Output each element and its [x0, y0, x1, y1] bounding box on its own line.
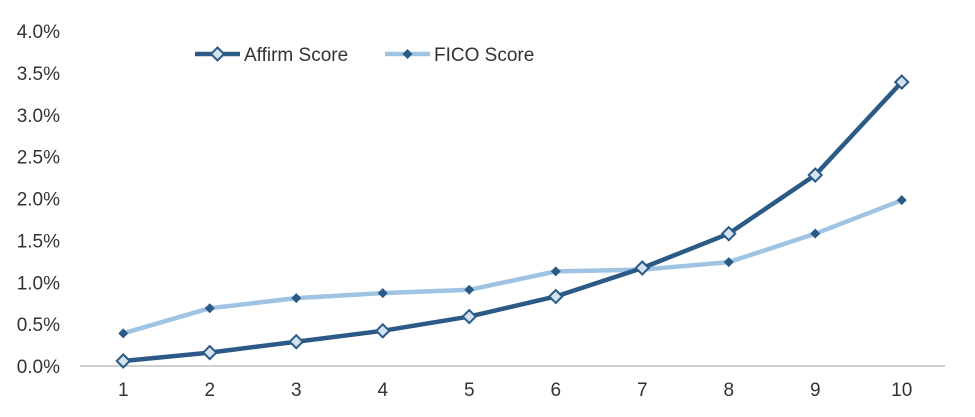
y-tick-label: 0.0%	[17, 357, 60, 378]
x-tick-label: 5	[464, 380, 475, 401]
series-affirm-score	[115, 74, 910, 369]
data-point	[464, 284, 475, 295]
series-line	[121, 79, 904, 364]
data-point	[377, 288, 388, 299]
data-point	[720, 225, 737, 242]
x-tick-label: 4	[377, 380, 388, 401]
data-point	[896, 195, 907, 206]
y-axis-ticks: 0.0% 0.5% 1.0% 1.5% 2.0% 2.5% 3.0% 3.5% 4.0%	[17, 22, 60, 378]
legend-item: FICO Score	[385, 45, 534, 66]
y-tick-label: 0.5%	[17, 315, 60, 336]
series	[115, 74, 910, 369]
x-tick-label: 1	[118, 380, 129, 401]
y-tick-label: 1.0%	[17, 273, 60, 294]
y-tick-label: 2.0%	[17, 190, 60, 211]
data-point	[550, 266, 561, 277]
y-tick-label: 3.5%	[17, 64, 60, 85]
data-point	[201, 344, 218, 361]
data-point	[115, 353, 132, 369]
data-point	[723, 257, 734, 268]
data-point	[634, 260, 651, 276]
data-point	[547, 288, 564, 305]
legend-item: Affirm Score	[195, 45, 348, 66]
data-point	[204, 303, 215, 314]
legend-marker	[402, 49, 413, 59]
data-point	[807, 167, 824, 183]
data-point	[810, 228, 821, 239]
data-point	[118, 328, 129, 339]
x-tick-label: 2	[204, 380, 215, 401]
x-tick-label: 3	[291, 380, 302, 401]
x-tick-label: 6	[550, 380, 561, 401]
x-tick-label: 8	[723, 380, 734, 401]
legend-marker	[209, 46, 226, 62]
y-tick-label: 3.0%	[17, 106, 60, 127]
x-axis-ticks: 1 2 3 4 5 6 7 8 9 10	[118, 380, 912, 401]
data-point	[461, 308, 478, 325]
series-line	[121, 197, 904, 336]
y-tick-label: 4.0%	[17, 22, 60, 43]
y-tick-label: 2.5%	[17, 148, 60, 169]
y-tick-label: 1.5%	[17, 231, 60, 252]
data-point	[374, 322, 391, 339]
data-point	[893, 74, 910, 91]
series-fico-score	[118, 195, 907, 339]
legend-label: Affirm Score	[244, 45, 348, 66]
legend-label: FICO Score	[434, 45, 534, 66]
data-point	[288, 333, 305, 350]
data-point	[291, 293, 302, 304]
x-tick-label: 7	[637, 380, 648, 401]
x-tick-label: 9	[810, 380, 821, 401]
x-tick-label: 10	[891, 380, 912, 401]
legend: Affirm Score FICO Score	[195, 45, 534, 66]
